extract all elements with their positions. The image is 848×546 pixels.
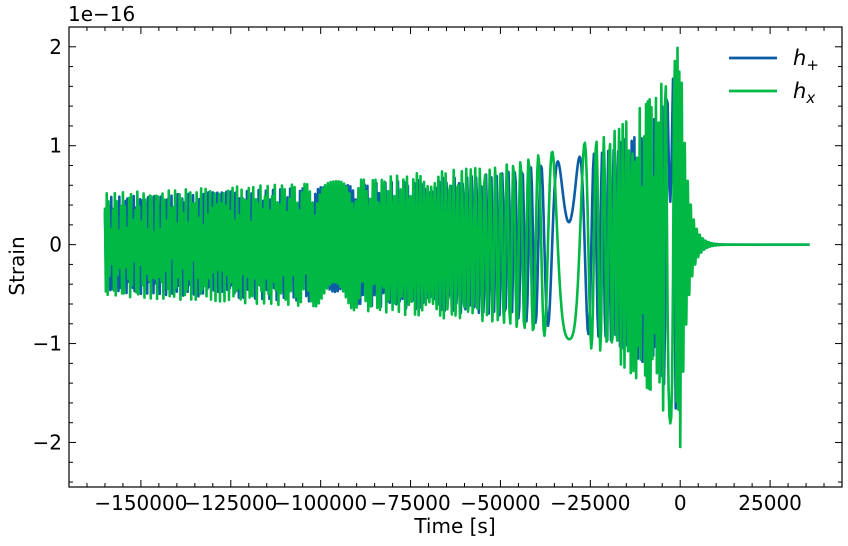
legend-label-h-plus: h+ — [793, 46, 819, 74]
y-tick-label: 1 — [49, 134, 62, 158]
plot-frame — [68, 26, 843, 488]
series-layer — [103, 46, 811, 449]
legend: h+ hx — [729, 46, 819, 107]
y-axis-label: Strain — [5, 236, 29, 295]
y-tick-label: −1 — [33, 332, 62, 356]
y-offset-label: 1e−16 — [68, 2, 135, 26]
x-tick-label: −100000 — [274, 491, 367, 515]
y-tick-label: −2 — [33, 430, 62, 454]
legend-label-h-cross: hx — [793, 79, 815, 107]
x-tick-label: −125000 — [184, 491, 277, 515]
x-tick-label: −75000 — [370, 491, 450, 515]
y-tick-label: 2 — [49, 35, 62, 59]
x-axis-label: Time [s] — [413, 514, 495, 538]
x-tick-label: 0 — [674, 491, 687, 515]
axes-layer: −150000−125000−100000 −75000 −50000 −25000 0… — [33, 26, 843, 515]
x-tick-label: −50000 — [460, 491, 540, 515]
x-tick-label: −25000 — [550, 491, 630, 515]
series-line-h-cross — [103, 46, 811, 449]
x-tick-label: −150000 — [94, 491, 187, 515]
y-tick-label: 0 — [49, 233, 62, 257]
x-tick-label: 25000 — [738, 491, 802, 515]
